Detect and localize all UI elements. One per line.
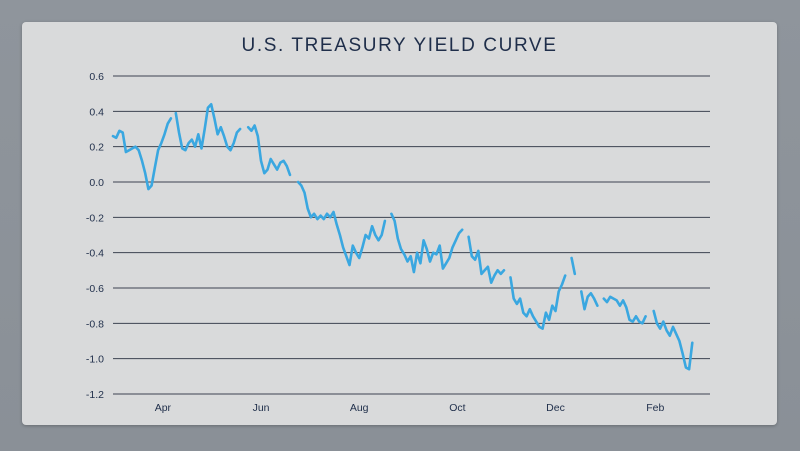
x-tick-label: Jun	[253, 402, 270, 414]
x-tick-label: Aug	[350, 402, 369, 414]
y-tick-label: 0.4	[89, 106, 104, 118]
series-line-segment	[390, 212, 464, 274]
yield-chart: 0.6 0.4 0.2 0.0 -0.2 -0.4 -0.6 -0.8 -1.0 -1.2 Apr…	[86, 71, 710, 414]
x-tick-label: Dec	[546, 402, 565, 414]
y-tick-label: 0.2	[89, 142, 104, 154]
y-tick-label: -0.2	[86, 212, 104, 224]
series-line-segment	[174, 103, 242, 152]
x-tick-label: Oct	[449, 402, 465, 414]
series-line-segment	[111, 117, 173, 191]
x-tick-label: Apr	[155, 402, 172, 414]
series-line-segment	[467, 235, 506, 284]
series-line-segment	[580, 290, 599, 311]
series-line-segment	[509, 274, 567, 330]
chart-card: U.S. TREASURY YIELD CURVE 0.6 0.4 0.2 0.0 -0…	[22, 22, 777, 425]
x-tick-label: Feb	[646, 402, 664, 414]
series-line-segment	[652, 309, 694, 371]
series-line-segment	[570, 256, 577, 276]
y-tick-label: 0.0	[89, 177, 104, 189]
series-line-segment	[296, 180, 387, 267]
y-tick-label: 0.6	[89, 71, 104, 83]
chart-title: U.S. TREASURY YIELD CURVE	[241, 35, 558, 56]
y-tick-label: -0.4	[86, 248, 104, 260]
y-tick-label: -1.2	[86, 389, 104, 401]
y-tick-label: -0.6	[86, 283, 104, 295]
series-line-segment	[246, 124, 292, 177]
y-tick-label: -0.8	[86, 318, 104, 330]
series-line-segment	[602, 295, 647, 325]
y-tick-label: -1.0	[86, 354, 104, 366]
